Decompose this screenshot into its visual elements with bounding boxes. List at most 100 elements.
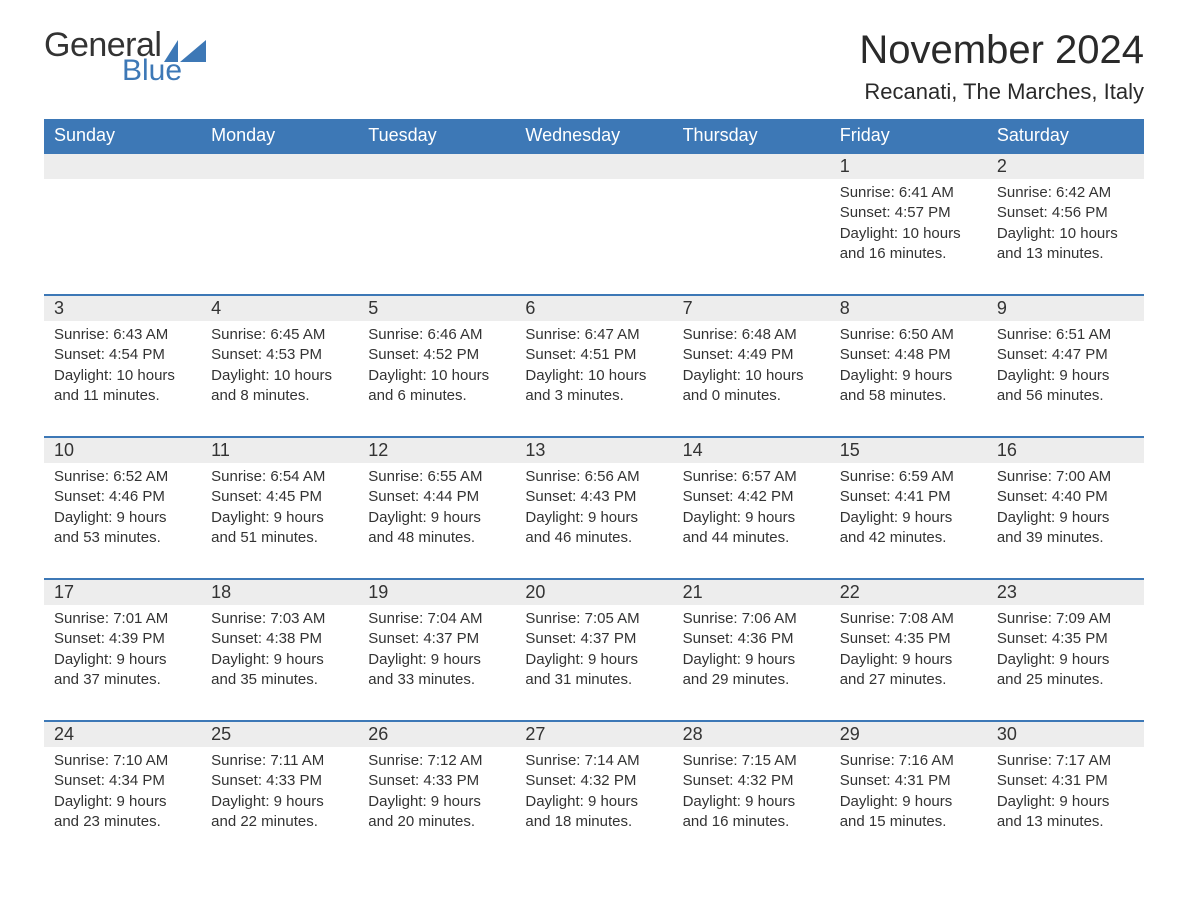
sunrise-line: Sunrise: 6:59 AM <box>840 467 977 487</box>
day-details-cell: Sunrise: 6:57 AMSunset: 4:42 PMDaylight:… <box>673 463 830 579</box>
sunrise-line: Sunrise: 7:05 AM <box>525 609 662 629</box>
calendar-details-row: Sunrise: 7:10 AMSunset: 4:34 PMDaylight:… <box>44 747 1144 863</box>
flag-icon <box>164 40 206 66</box>
day-number-cell: 26 <box>358 721 515 747</box>
sunset-line: Sunset: 4:31 PM <box>997 771 1134 791</box>
daylight-line: Daylight: 10 hours and 6 minutes. <box>368 366 505 407</box>
sunrise-line: Sunrise: 7:15 AM <box>683 751 820 771</box>
daylight-line: Daylight: 9 hours and 15 minutes. <box>840 792 977 833</box>
day-details-cell: Sunrise: 6:55 AMSunset: 4:44 PMDaylight:… <box>358 463 515 579</box>
day-number-cell: 9 <box>987 295 1144 321</box>
day-number-cell: 5 <box>358 295 515 321</box>
day-details-cell: Sunrise: 6:48 AMSunset: 4:49 PMDaylight:… <box>673 321 830 437</box>
sunrise-line: Sunrise: 6:50 AM <box>840 325 977 345</box>
sunset-line: Sunset: 4:37 PM <box>368 629 505 649</box>
daylight-line: Daylight: 9 hours and 53 minutes. <box>54 508 191 549</box>
daylight-line: Daylight: 9 hours and 22 minutes. <box>211 792 348 833</box>
day-details-cell: Sunrise: 7:10 AMSunset: 4:34 PMDaylight:… <box>44 747 201 863</box>
daylight-line: Daylight: 10 hours and 11 minutes. <box>54 366 191 407</box>
daylight-line: Daylight: 9 hours and 44 minutes. <box>683 508 820 549</box>
empty-day-cell <box>44 153 201 179</box>
day-number-cell: 30 <box>987 721 1144 747</box>
day-details-cell: Sunrise: 7:03 AMSunset: 4:38 PMDaylight:… <box>201 605 358 721</box>
day-number-cell: 10 <box>44 437 201 463</box>
sunset-line: Sunset: 4:32 PM <box>683 771 820 791</box>
day-number-cell: 7 <box>673 295 830 321</box>
sunrise-line: Sunrise: 6:51 AM <box>997 325 1134 345</box>
sunset-line: Sunset: 4:31 PM <box>840 771 977 791</box>
daylight-line: Daylight: 9 hours and 42 minutes. <box>840 508 977 549</box>
sunrise-line: Sunrise: 7:03 AM <box>211 609 348 629</box>
sunset-line: Sunset: 4:36 PM <box>683 629 820 649</box>
daylight-line: Daylight: 10 hours and 16 minutes. <box>840 224 977 265</box>
day-number-cell: 16 <box>987 437 1144 463</box>
day-number-cell: 20 <box>515 579 672 605</box>
day-number-cell: 13 <box>515 437 672 463</box>
sunrise-line: Sunrise: 6:52 AM <box>54 467 191 487</box>
day-details-cell: Sunrise: 6:47 AMSunset: 4:51 PMDaylight:… <box>515 321 672 437</box>
daylight-line: Daylight: 10 hours and 13 minutes. <box>997 224 1134 265</box>
day-number-cell: 28 <box>673 721 830 747</box>
sunrise-line: Sunrise: 6:47 AM <box>525 325 662 345</box>
location-subtitle: Recanati, The Marches, Italy <box>859 79 1144 105</box>
daylight-line: Daylight: 9 hours and 29 minutes. <box>683 650 820 691</box>
day-details-cell: Sunrise: 6:52 AMSunset: 4:46 PMDaylight:… <box>44 463 201 579</box>
day-number-cell: 17 <box>44 579 201 605</box>
sunset-line: Sunset: 4:47 PM <box>997 345 1134 365</box>
calendar-daynum-row: 12 <box>44 153 1144 179</box>
sunrise-line: Sunrise: 7:09 AM <box>997 609 1134 629</box>
sunrise-line: Sunrise: 6:41 AM <box>840 183 977 203</box>
weekday-header: Saturday <box>987 119 1144 153</box>
day-details-cell: Sunrise: 7:04 AMSunset: 4:37 PMDaylight:… <box>358 605 515 721</box>
weekday-header: Friday <box>830 119 987 153</box>
day-number-cell: 22 <box>830 579 987 605</box>
day-number-cell: 29 <box>830 721 987 747</box>
weekday-header: Tuesday <box>358 119 515 153</box>
sunrise-line: Sunrise: 7:08 AM <box>840 609 977 629</box>
day-details-cell: Sunrise: 7:11 AMSunset: 4:33 PMDaylight:… <box>201 747 358 863</box>
sunset-line: Sunset: 4:40 PM <box>997 487 1134 507</box>
empty-details-cell <box>44 179 201 295</box>
day-details-cell: Sunrise: 6:41 AMSunset: 4:57 PMDaylight:… <box>830 179 987 295</box>
day-number-cell: 24 <box>44 721 201 747</box>
sunset-line: Sunset: 4:43 PM <box>525 487 662 507</box>
sunset-line: Sunset: 4:52 PM <box>368 345 505 365</box>
daylight-line: Daylight: 9 hours and 56 minutes. <box>997 366 1134 407</box>
calendar-details-row: Sunrise: 6:43 AMSunset: 4:54 PMDaylight:… <box>44 321 1144 437</box>
sunrise-line: Sunrise: 6:56 AM <box>525 467 662 487</box>
sunrise-line: Sunrise: 6:57 AM <box>683 467 820 487</box>
day-number-cell: 8 <box>830 295 987 321</box>
sunrise-line: Sunrise: 6:48 AM <box>683 325 820 345</box>
calendar-details-row: Sunrise: 6:41 AMSunset: 4:57 PMDaylight:… <box>44 179 1144 295</box>
calendar-body: 12Sunrise: 6:41 AMSunset: 4:57 PMDayligh… <box>44 153 1144 863</box>
sunrise-line: Sunrise: 6:43 AM <box>54 325 191 345</box>
daylight-line: Daylight: 9 hours and 31 minutes. <box>525 650 662 691</box>
daylight-line: Daylight: 9 hours and 16 minutes. <box>683 792 820 833</box>
day-number-cell: 25 <box>201 721 358 747</box>
empty-day-cell <box>515 153 672 179</box>
day-details-cell: Sunrise: 7:17 AMSunset: 4:31 PMDaylight:… <box>987 747 1144 863</box>
empty-day-cell <box>673 153 830 179</box>
weekday-header: Sunday <box>44 119 201 153</box>
sunset-line: Sunset: 4:53 PM <box>211 345 348 365</box>
day-details-cell: Sunrise: 7:15 AMSunset: 4:32 PMDaylight:… <box>673 747 830 863</box>
day-details-cell: Sunrise: 7:05 AMSunset: 4:37 PMDaylight:… <box>515 605 672 721</box>
daylight-line: Daylight: 10 hours and 3 minutes. <box>525 366 662 407</box>
day-number-cell: 11 <box>201 437 358 463</box>
day-details-cell: Sunrise: 7:00 AMSunset: 4:40 PMDaylight:… <box>987 463 1144 579</box>
calendar-details-row: Sunrise: 7:01 AMSunset: 4:39 PMDaylight:… <box>44 605 1144 721</box>
day-details-cell: Sunrise: 7:09 AMSunset: 4:35 PMDaylight:… <box>987 605 1144 721</box>
sunrise-line: Sunrise: 6:42 AM <box>997 183 1134 203</box>
day-details-cell: Sunrise: 6:59 AMSunset: 4:41 PMDaylight:… <box>830 463 987 579</box>
daylight-line: Daylight: 9 hours and 33 minutes. <box>368 650 505 691</box>
day-number-cell: 12 <box>358 437 515 463</box>
sunrise-line: Sunrise: 7:14 AM <box>525 751 662 771</box>
sunrise-line: Sunrise: 7:01 AM <box>54 609 191 629</box>
sunset-line: Sunset: 4:48 PM <box>840 345 977 365</box>
day-details-cell: Sunrise: 7:12 AMSunset: 4:33 PMDaylight:… <box>358 747 515 863</box>
sunrise-line: Sunrise: 6:46 AM <box>368 325 505 345</box>
sunrise-line: Sunrise: 7:06 AM <box>683 609 820 629</box>
sunrise-line: Sunrise: 7:12 AM <box>368 751 505 771</box>
day-number-cell: 4 <box>201 295 358 321</box>
daylight-line: Daylight: 9 hours and 23 minutes. <box>54 792 191 833</box>
